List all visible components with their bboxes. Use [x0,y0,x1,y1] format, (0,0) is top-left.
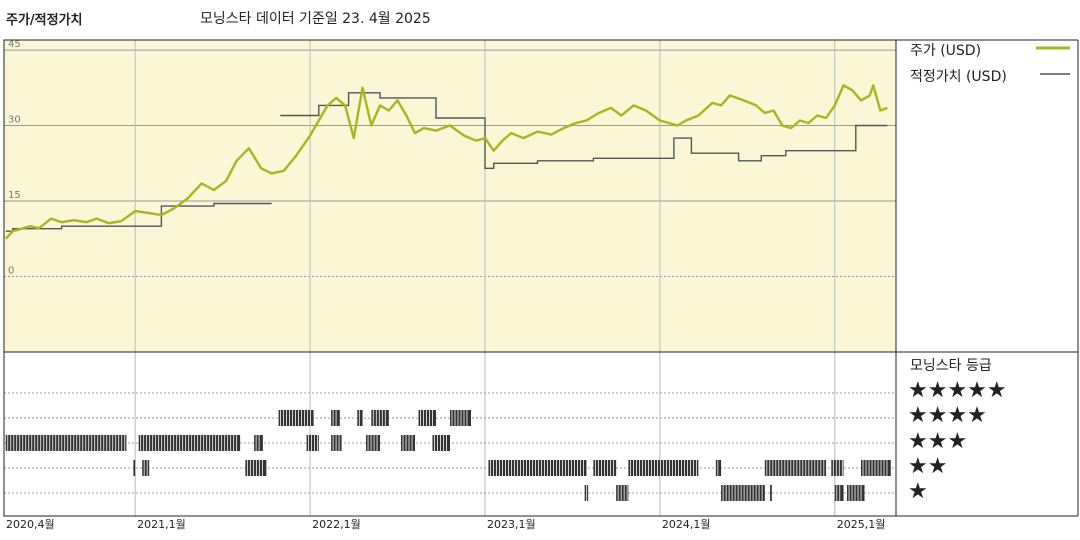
rating-segment-1-star [847,485,865,501]
rating-segment-3-star [254,435,263,451]
rating-segment-2-star [133,460,136,476]
y-tick-label: 45 [8,39,21,50]
rating-4-stars: ★★★★ [908,403,987,428]
price-line [4,84,888,240]
x-tick-label: 2022,1월 [312,518,361,531]
legend-price-label: 주가 (USD) [910,43,982,59]
rating-title: 모닝스타 등급 [910,358,992,374]
x-tick-label: 2020,4월 [6,518,55,531]
x-tick-label: 2023,1월 [487,518,536,531]
rating-segment-3-star [306,435,319,451]
rating-segment-4-star [418,410,437,426]
rating-segment-3-star [366,435,381,451]
rating-segment-1-star [616,485,629,501]
legend-fair-label: 적정가치 (USD) [910,69,1007,85]
rating-segment-4-star [357,410,363,426]
rating-1-star: ★ [908,479,928,504]
rating-segment-2-star [142,460,150,476]
rating-segment-1-star [721,485,765,501]
x-tick-label: 2021,1월 [137,518,186,531]
rating-2-stars: ★★ [908,454,948,479]
chart-subtitle: 모닝스타 데이터 기준일 23. 4월 2025 [200,11,431,27]
price-series-line [4,84,888,240]
rating-segment-2-star [764,460,827,476]
rating-5-stars: ★★★★★ [908,378,1007,403]
rating-segment-3-star [401,435,416,451]
rating-segment-2-star [245,460,267,476]
rating-segment-2-star [831,460,844,476]
rating-segment-4-star [371,410,389,426]
rating-segment-4-star [331,410,340,426]
y-tick-labels: 45 30 15 0 [8,39,21,276]
price-panel-background [4,40,896,352]
x-tick-label: 2024,1월 [662,518,711,531]
fair-value-series-line [5,92,888,232]
rating-segment-2-star [715,460,722,476]
rating-segment-1-star [834,485,844,501]
y-tick-label: 0 [8,266,14,277]
rating-segment-3-star [5,435,127,451]
rating-segment-3-star [138,435,241,451]
chart-title: 주가/적정가치 [6,13,83,28]
rating-segment-2-star [861,460,891,476]
rating-segment-1-star [770,485,772,501]
fair-value-line [5,92,888,232]
rating-3-stars: ★★★ [908,429,968,454]
rating-segment-3-star [432,435,450,451]
y-tick-label: 30 [8,115,21,126]
rating-segment-4-star [450,410,471,426]
chart-frame [3,39,1079,517]
y-tick-label: 15 [8,190,21,201]
x-tick-label: 2025,1월 [837,518,886,531]
rating-segment-2-star [488,460,587,476]
rating-bars [5,410,891,501]
x-tick-labels: 2020,4월 2021,1월 2022,1월 2023,1월 2024,1월 2025,… [6,518,885,531]
